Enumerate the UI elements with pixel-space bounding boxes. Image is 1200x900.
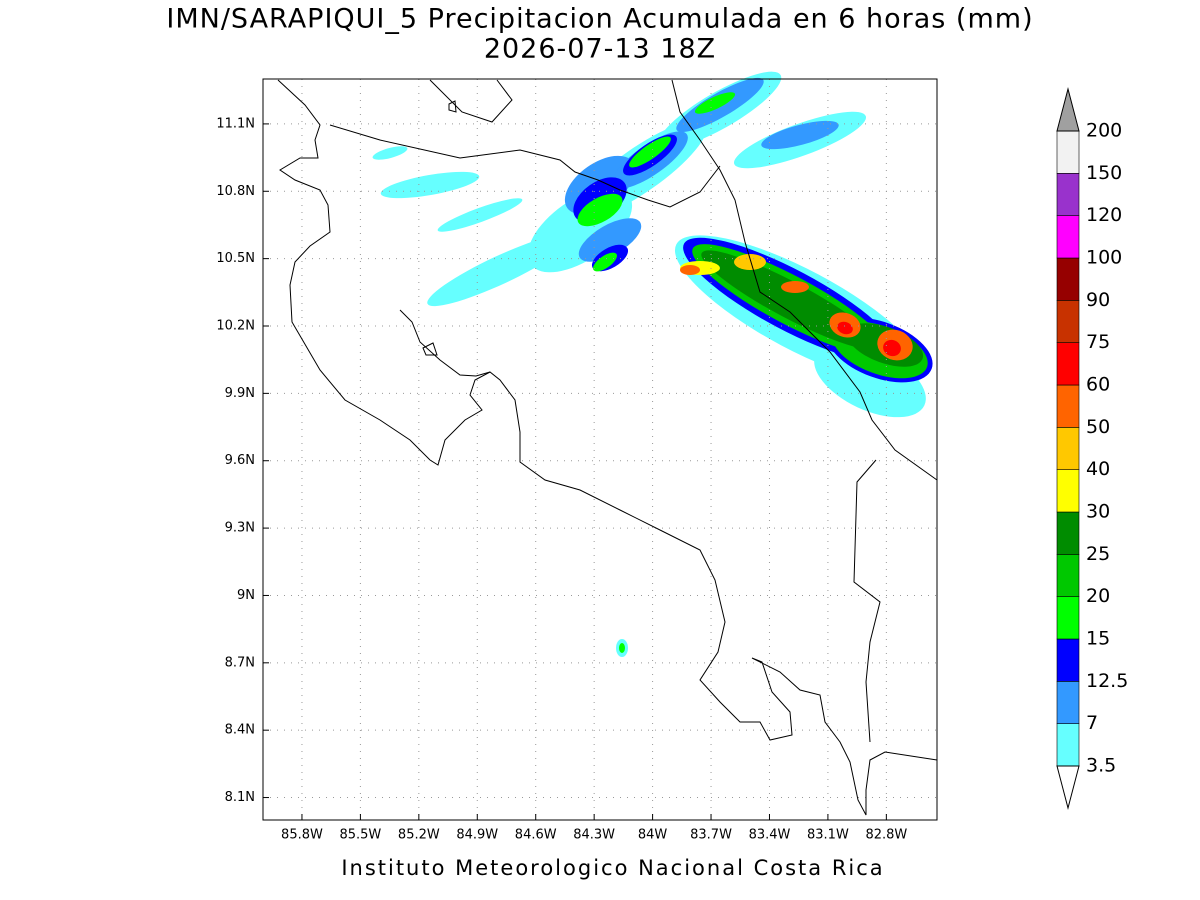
y-tick-label: 10.5N [216, 251, 255, 266]
y-tick-label: 8.1N [225, 790, 255, 805]
x-tick-label: 85.5W [339, 828, 381, 843]
rain-area [577, 193, 623, 227]
coastline [422, 342, 438, 356]
rain-area [694, 92, 736, 114]
rain-area [761, 120, 839, 150]
y-tick-label: 9N [237, 588, 255, 603]
x-tick-label: 85.8W [281, 828, 323, 843]
colorbar-label: 20 [1086, 585, 1110, 607]
rain-area [437, 198, 523, 232]
x-tick-label: 83.7W [690, 828, 732, 843]
colorbar-segment [1056, 215, 1080, 259]
colorbar-segment [1056, 511, 1080, 555]
colorbar-label: 50 [1086, 416, 1110, 438]
footer: Instituto Meteorologico Nacional Costa R… [341, 856, 884, 880]
y-tick-label: 9.3N [225, 521, 255, 536]
axes: 85.8W 85.5W 85.2W 84.9W 84.6W 84.3W 84W 83.7W 83… [216, 116, 907, 842]
border [853, 459, 881, 743]
rain-area [837, 321, 853, 335]
colorbar-under [1056, 765, 1080, 810]
x-tick-label: 84.9W [456, 828, 498, 843]
grid [263, 79, 937, 820]
coastline [429, 79, 513, 123]
rain-area [734, 254, 766, 270]
rain-area [629, 136, 671, 168]
x-tick-label: 84.6W [515, 828, 557, 843]
y-tick-label: 8.7N [225, 655, 255, 670]
colorbar-label: 7 [1086, 712, 1098, 734]
border [329, 124, 721, 208]
colorbar: 3.5 7 12.5 15 20 25 30 40 50 60 75 90 100 120 150 200 [1056, 87, 1128, 810]
colorbar-segment [1056, 596, 1080, 640]
y-tick-label: 10.8N [216, 184, 255, 199]
colorbar-segment [1056, 427, 1080, 470]
colorbar-label: 200 [1086, 120, 1122, 142]
x-tick-label: 84W [638, 828, 668, 843]
colorbar-segment [1056, 384, 1080, 428]
rain-area [781, 281, 809, 293]
rain-area [578, 218, 642, 262]
coastlines [277, 79, 938, 816]
colorbar-segment [1056, 681, 1080, 724]
rain-area [883, 339, 901, 357]
colorbar-label: 40 [1086, 458, 1110, 480]
colorbar-segment [1056, 554, 1080, 597]
colorbar-label: 150 [1086, 162, 1122, 184]
y-tick-label: 8.4N [225, 723, 255, 738]
coastline [448, 100, 457, 113]
coastline [277, 79, 938, 816]
coastline [399, 309, 491, 377]
title: IMN/SARAPIQUI_5 Precipitacion Acumulada … [166, 4, 1033, 35]
x-tick-label: 83.4W [749, 828, 791, 843]
colorbar-label: 25 [1086, 543, 1110, 565]
rain-area [593, 252, 617, 272]
x-tick-label: 85.2W [398, 828, 440, 843]
coastline [671, 79, 938, 481]
colorbar-segment [1056, 638, 1080, 682]
colorbar-label: 75 [1086, 331, 1110, 353]
subtitle: 2026-07-13 18Z [484, 34, 716, 65]
colorbar-segment [1056, 130, 1080, 174]
colorbar-label: 15 [1086, 628, 1110, 650]
precipitation-field [372, 71, 933, 657]
colorbar-segment [1056, 469, 1080, 513]
rain-area [619, 643, 625, 653]
y-tick-label: 11.1N [216, 116, 255, 131]
colorbar-label: 3.5 [1086, 755, 1116, 777]
colorbar-label: 90 [1086, 289, 1110, 311]
colorbar-label: 30 [1086, 501, 1110, 523]
colorbar-segment [1056, 723, 1080, 767]
colorbar-segment [1056, 173, 1080, 216]
plot-frame [262, 78, 938, 821]
colorbar-label: 12.5 [1086, 670, 1128, 692]
y-tick-label: 9.9N [225, 386, 255, 401]
colorbar-label: 100 [1086, 247, 1122, 269]
colorbar-label: 60 [1086, 374, 1110, 396]
colorbar-segment [1056, 257, 1080, 301]
x-tick-label: 84.3W [573, 828, 615, 843]
x-tick-label: 82.8W [865, 828, 907, 843]
colorbar-over [1056, 87, 1080, 132]
y-tick-label: 9.6N [225, 453, 255, 468]
rain-area [372, 146, 408, 160]
rain-area [380, 171, 480, 199]
rain-area [680, 265, 700, 275]
y-tick-label: 10.2N [216, 319, 255, 334]
colorbar-label: 120 [1086, 204, 1122, 226]
colorbar-segment [1056, 300, 1080, 343]
colorbar-segment [1056, 342, 1080, 386]
x-tick-label: 83.1W [807, 828, 849, 843]
